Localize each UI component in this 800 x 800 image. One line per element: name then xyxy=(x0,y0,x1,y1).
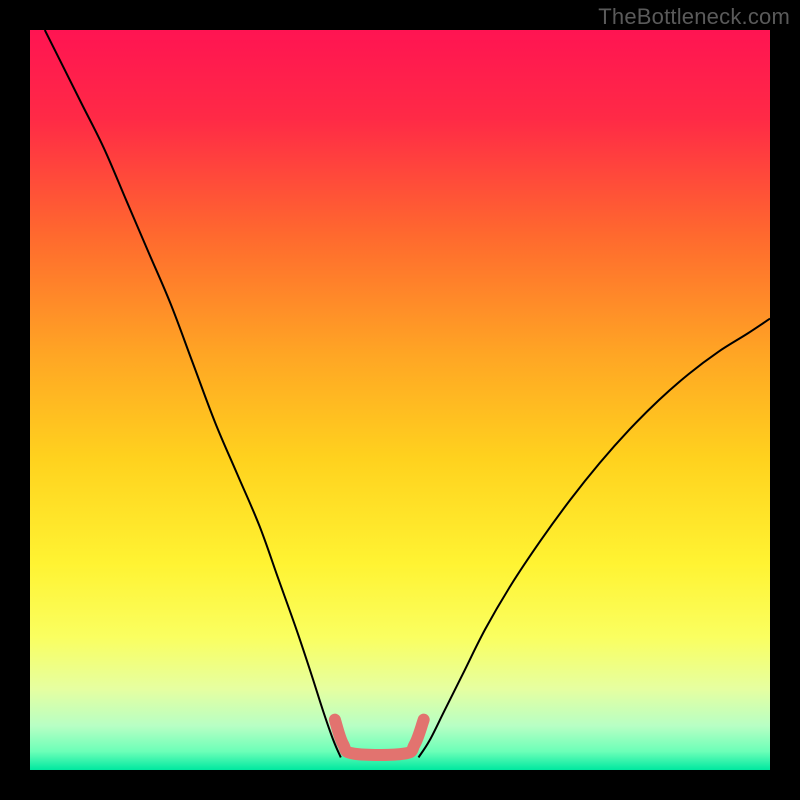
watermark-text: TheBottleneck.com xyxy=(598,4,790,30)
chart-plot-area xyxy=(30,30,770,770)
bottleneck-chart xyxy=(30,30,770,770)
